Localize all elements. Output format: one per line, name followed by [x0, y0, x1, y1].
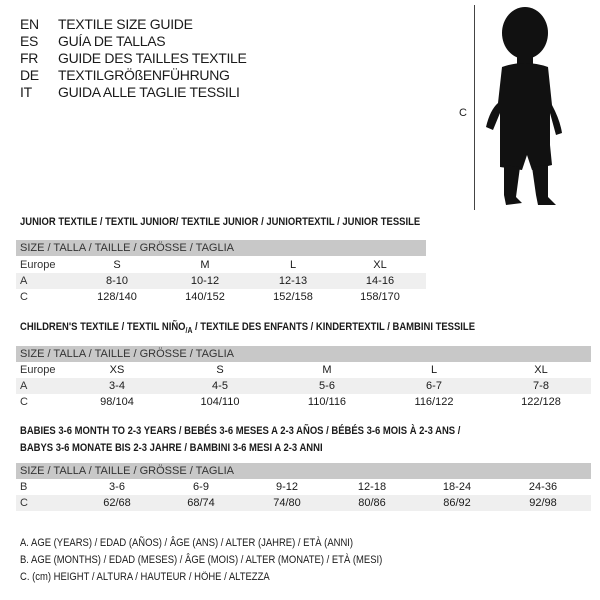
- table-cell: S: [216, 364, 224, 376]
- table-cell: 62/68: [103, 497, 131, 509]
- table-row: Europe S M L XL: [16, 257, 426, 273]
- row-label: A: [20, 275, 28, 287]
- table-cell: 24-36: [528, 481, 558, 493]
- lang-code: DE: [20, 67, 39, 83]
- table-cell: 92/98: [529, 497, 557, 509]
- row-label: C: [20, 396, 28, 408]
- table-cell: 140/152: [185, 291, 225, 303]
- table-row: C 98/104 104/110 110/116 116/122 122/128: [16, 394, 591, 410]
- table-cell: 122/128: [521, 396, 561, 408]
- table-cell: M: [200, 259, 210, 271]
- row-label: C: [20, 497, 28, 509]
- table-cell: L: [289, 259, 297, 271]
- table-cell: 86/92: [443, 497, 471, 509]
- lang-title: TEXTILGRÖßENFÜHRUNG: [58, 67, 230, 83]
- table-cell: 74/80: [273, 497, 301, 509]
- row-label: C: [20, 291, 28, 303]
- children-title: CHILDREN'S TEXTILE / TEXTIL NIÑO/A / TEX…: [20, 321, 475, 335]
- table-cell: XL: [534, 364, 548, 376]
- table-cell: 3-6: [109, 481, 125, 493]
- legend-a: A. AGE (YEARS) / EDAD (AÑOS) / ÂGE (ANS)…: [20, 537, 354, 549]
- table-cell: 4-5: [212, 380, 228, 392]
- row-label: Europe: [20, 364, 56, 376]
- babies-title-line1: BABIES 3-6 MONTH TO 2-3 YEARS / BEBÉS 3-…: [20, 425, 461, 437]
- child-silhouette-icon: [486, 7, 562, 205]
- table-cell: M: [322, 364, 332, 376]
- table-cell: 110/116: [307, 396, 347, 408]
- table-cell: XS: [109, 364, 125, 376]
- table-cell: 128/140: [97, 291, 137, 303]
- lang-code: EN: [20, 16, 39, 32]
- table-cell: 116/122: [414, 396, 454, 408]
- title-text: / TEXTILE DES ENFANTS / KINDERTEXTIL / B…: [192, 321, 476, 333]
- table-cell: S: [113, 259, 121, 271]
- table-cell: L: [430, 364, 438, 376]
- table-row: Europe XS S M L XL: [16, 362, 591, 378]
- table-cell: 12-18: [357, 481, 387, 493]
- table-cell: XL: [373, 259, 387, 271]
- row-label: Europe: [20, 259, 56, 271]
- table-cell: 80/86: [358, 497, 386, 509]
- junior-title: JUNIOR TEXTILE / TEXTIL JUNIOR/ TEXTILE …: [20, 216, 421, 228]
- junior-table-header: SIZE / TALLA / TAILLE / GRÖSSE / TAGLIA: [16, 240, 426, 256]
- table-cell: 3-4: [109, 380, 125, 392]
- babies-title-line2: BABYS 3-6 MONATE BIS 2-3 JAHRE / BAMBINI…: [20, 442, 323, 454]
- legend-c: C. (cm) HEIGHT / ALTURA / HAUTEUR / HÖHE…: [20, 571, 270, 583]
- table-cell: 18-24: [442, 481, 472, 493]
- height-line: [474, 5, 475, 210]
- lang-title: GUIDE DES TAILLES TEXTILE: [58, 50, 247, 66]
- table-cell: 6-7: [426, 380, 442, 392]
- table-cell: 14-16: [365, 275, 395, 287]
- lang-title: GUÍA DE TALLAS: [58, 33, 166, 49]
- table-row: B 3-6 6-9 9-12 12-18 18-24 24-36: [16, 479, 591, 495]
- table-row: A 3-4 4-5 5-6 6-7 7-8: [16, 378, 591, 394]
- table-row: A 8-10 10-12 12-13 14-16: [16, 273, 426, 289]
- measure-label: C: [459, 107, 467, 119]
- table-cell: 9-12: [275, 481, 299, 493]
- table-cell: 10-12: [190, 275, 220, 287]
- lang-code: ES: [20, 33, 39, 49]
- table-cell: 152/158: [273, 291, 313, 303]
- table-cell: 158/170: [360, 291, 400, 303]
- table-cell: 5-6: [319, 380, 335, 392]
- table-cell: 6-9: [193, 481, 209, 493]
- lang-title: TEXTILE SIZE GUIDE: [58, 16, 193, 32]
- row-label: A: [20, 380, 28, 392]
- babies-table-header: SIZE / TALLA / TAILLE / GRÖSSE / TAGLIA: [16, 463, 591, 479]
- table-row: C 128/140 140/152 152/158 158/170: [16, 289, 426, 305]
- title-text: CHILDREN'S TEXTILE / TEXTIL NIÑO: [20, 321, 186, 333]
- table-cell: 68/74: [187, 497, 215, 509]
- table-cell: 12-13: [278, 275, 308, 287]
- table-cell: 8-10: [105, 275, 129, 287]
- table-row: C 62/68 68/74 74/80 80/86 86/92 92/98: [16, 495, 591, 511]
- legend-b: B. AGE (MONTHS) / EDAD (MESES) / ÂGE (MO…: [20, 554, 383, 566]
- table-cell: 98/104: [100, 396, 134, 408]
- lang-code: FR: [20, 50, 39, 66]
- table-cell: 7-8: [533, 380, 549, 392]
- table-cell: 104/110: [200, 396, 240, 408]
- children-table-header: SIZE / TALLA / TAILLE / GRÖSSE / TAGLIA: [16, 346, 591, 362]
- lang-title: GUIDA ALLE TAGLIE TESSILI: [58, 84, 240, 100]
- row-label: B: [20, 481, 28, 493]
- title-subscript: /A: [185, 326, 193, 336]
- lang-code: IT: [20, 84, 32, 100]
